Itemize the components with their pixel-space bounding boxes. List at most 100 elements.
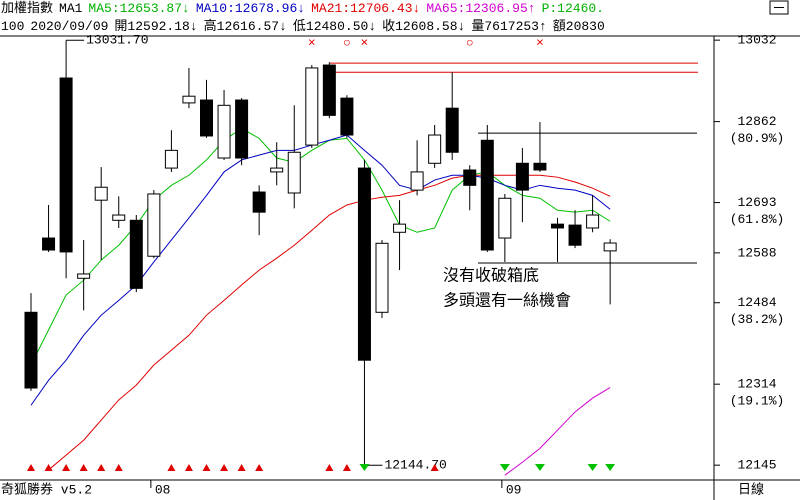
top-mark: × <box>536 35 544 50</box>
header-item: 低12480.50 <box>293 19 368 34</box>
signal-up <box>255 464 264 471</box>
candle-body <box>24 311 38 389</box>
header-item: MA5:12653.87 <box>88 1 182 16</box>
x-tick-label: 09 <box>506 482 522 497</box>
candle-body <box>428 134 442 164</box>
signal-up <box>202 464 211 471</box>
candle-body <box>533 162 547 171</box>
extreme-label: 13031.70 <box>86 33 148 48</box>
candle-body <box>357 167 371 361</box>
signal-up <box>97 464 106 471</box>
header-item: MA65:12306.95 <box>426 1 527 16</box>
signal-down <box>359 464 370 471</box>
candle-body <box>322 64 336 116</box>
candle-body <box>182 95 196 104</box>
candle-body <box>340 97 354 136</box>
signal-down <box>499 464 510 471</box>
y-tick-label: 13032 <box>737 33 776 48</box>
candle-body <box>147 193 161 257</box>
signal-up <box>237 464 246 471</box>
x-tick-label: 08 <box>155 482 171 497</box>
y-tick-label: 12862 <box>737 114 776 129</box>
percent-label: (19.1%) <box>730 394 785 409</box>
header-item: ↑ <box>539 19 547 34</box>
candle-body <box>59 77 73 253</box>
header-item: 加權指數 <box>1 1 53 16</box>
candle-body <box>235 99 249 159</box>
candle-body <box>252 191 266 213</box>
signal-up <box>220 464 229 471</box>
candle-body <box>77 273 91 279</box>
top-mark: ○ <box>466 35 474 50</box>
candle-body <box>270 167 284 173</box>
moving-average-line <box>30 127 611 366</box>
candle-body <box>94 186 108 201</box>
moving-average-line <box>30 134 611 406</box>
header-item: ↑ <box>528 1 536 16</box>
footer-left: 奇狐勝券 v5.2 <box>1 481 92 497</box>
candle-body <box>42 237 56 251</box>
header-item: MA1 <box>59 1 83 16</box>
header-item: 收12608.58 <box>382 19 457 34</box>
header-item: ↓ <box>190 19 198 34</box>
candle-body <box>498 197 512 239</box>
candle-body <box>515 162 529 191</box>
candle-body <box>200 99 213 137</box>
header-line-2: 100 2020/09/09 開12592.18↓ 高12616.57↓ 低12480.… <box>1 18 605 34</box>
signal-up <box>79 464 88 471</box>
annotation: 沒有收破箱底 <box>443 266 539 285</box>
signal-up <box>114 464 123 471</box>
y-tick-label: 12484 <box>737 295 776 310</box>
header-line-1: 加權指數 MA1 MA5:12653.87↓ MA10:12678.96↓ MA21:1… <box>1 1 604 16</box>
signal-up <box>62 464 71 471</box>
header-item: 高12616.57 <box>204 18 279 34</box>
annotation: 多頭還有一絲機會 <box>443 291 571 310</box>
candle-body <box>586 214 600 229</box>
header-item: ↓ <box>458 19 466 34</box>
candle-body <box>463 169 477 186</box>
signal-up <box>325 464 334 471</box>
candle-body <box>375 242 389 313</box>
signal-down <box>587 464 598 471</box>
candle-body <box>393 223 407 233</box>
percent-label: (61.8%) <box>730 212 785 227</box>
signal-up <box>27 464 35 471</box>
top-mark: ○ <box>343 35 351 50</box>
percent-label: (38.2%) <box>730 312 785 327</box>
header-item: ↓ <box>182 1 190 16</box>
signal-up <box>342 464 351 471</box>
candle-body <box>603 242 617 252</box>
y-tick-label: 12693 <box>737 195 776 210</box>
top-mark: × <box>308 35 316 50</box>
header-item: P:12460. <box>542 1 604 16</box>
percent-label: (80.9%) <box>730 131 785 146</box>
extreme-label: 12144.70 <box>384 458 446 473</box>
header-item: MA10:12678.96 <box>196 1 297 16</box>
candle-body <box>217 104 231 159</box>
candle-body <box>551 223 564 229</box>
signal-up <box>430 464 439 471</box>
header-item: 額20830 <box>553 19 605 34</box>
candle-body <box>305 67 319 146</box>
top-mark: × <box>361 35 369 50</box>
candle-body <box>480 139 494 251</box>
header-item: ↓ <box>279 19 287 34</box>
y-tick-label: 12145 <box>737 458 776 473</box>
signal-up <box>44 464 53 471</box>
footer-right: 日線 <box>738 481 764 497</box>
y-tick-label: 12314 <box>737 377 776 392</box>
header-item: MA21:12706.43 <box>311 1 412 16</box>
header-item: 100 <box>1 19 24 34</box>
header-item: 2020/09/09 <box>30 19 108 34</box>
candle-body <box>445 107 459 153</box>
signal-up <box>167 464 176 471</box>
candle-body <box>112 214 126 221</box>
header-item: ↓ <box>368 19 376 34</box>
candle-body <box>129 219 143 289</box>
header-item: ↓ <box>297 1 305 16</box>
signal-down <box>605 464 616 471</box>
header-item: 開12592.18 <box>114 19 189 34</box>
moving-average-line <box>504 387 611 476</box>
